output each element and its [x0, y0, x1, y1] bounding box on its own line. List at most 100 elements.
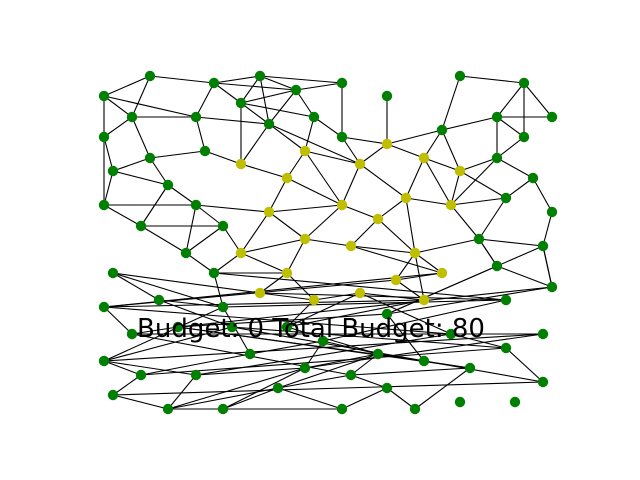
graph-node[interactable]	[226, 321, 238, 333]
graph-node[interactable]	[244, 348, 256, 360]
graph-node[interactable]	[317, 335, 329, 347]
graph-node[interactable]	[546, 206, 558, 218]
graph-node[interactable]	[281, 321, 293, 333]
graph-node-highlighted[interactable]	[372, 213, 384, 225]
graph-node[interactable]	[144, 152, 156, 164]
graph-node-highlighted[interactable]	[336, 199, 348, 211]
graph-node[interactable]	[217, 220, 229, 232]
graph-node-highlighted[interactable]	[418, 294, 430, 306]
graph-node-highlighted[interactable]	[409, 247, 421, 259]
graph-node-highlighted[interactable]	[400, 192, 412, 204]
graph-node[interactable]	[144, 70, 156, 82]
graph-node[interactable]	[162, 403, 174, 415]
graph-node[interactable]	[208, 267, 220, 279]
graph-node-highlighted[interactable]	[445, 199, 457, 211]
graph-edge	[103, 116, 133, 138]
graph-node[interactable]	[254, 70, 266, 82]
graph-node[interactable]	[199, 145, 211, 157]
graph-node[interactable]	[98, 301, 110, 313]
graph-node[interactable]	[98, 90, 110, 102]
graph-node-highlighted[interactable]	[281, 172, 293, 184]
graph-node[interactable]	[107, 165, 119, 177]
graph-node-highlighted[interactable]	[263, 206, 275, 218]
graph-node[interactable]	[235, 97, 247, 109]
graph-node[interactable]	[527, 172, 539, 184]
graph-node[interactable]	[336, 131, 348, 143]
graph-node[interactable]	[299, 362, 311, 374]
graph-node[interactable]	[126, 111, 138, 123]
graph-node-highlighted[interactable]	[281, 267, 293, 279]
graph-node[interactable]	[107, 389, 119, 401]
graph-node-highlighted[interactable]	[418, 152, 430, 164]
graph-node[interactable]	[308, 111, 320, 123]
graph-node[interactable]	[190, 369, 202, 381]
graph-node[interactable]	[509, 396, 521, 408]
graph-node[interactable]	[336, 403, 348, 415]
graph-node-highlighted[interactable]	[235, 158, 247, 170]
graph-node[interactable]	[372, 348, 384, 360]
graph-node[interactable]	[153, 294, 165, 306]
graph-node[interactable]	[126, 328, 138, 340]
graph-node[interactable]	[190, 199, 202, 211]
graph-node-highlighted[interactable]	[381, 138, 393, 150]
graph-node-highlighted[interactable]	[299, 233, 311, 245]
graph-node[interactable]	[418, 355, 430, 367]
graph-node[interactable]	[345, 369, 357, 381]
graph-node[interactable]	[537, 240, 549, 252]
graph-node-highlighted[interactable]	[235, 247, 247, 259]
graph-node[interactable]	[491, 111, 503, 123]
graph-node-highlighted[interactable]	[354, 158, 366, 170]
graph-edge	[478, 197, 507, 240]
graph-node[interactable]	[500, 342, 512, 354]
graph-edge	[177, 286, 553, 328]
graph-node[interactable]	[464, 362, 476, 374]
graph-node-highlighted[interactable]	[436, 267, 448, 279]
graph-node[interactable]	[336, 77, 348, 89]
graph-node-highlighted[interactable]	[345, 240, 357, 252]
graph-node[interactable]	[190, 111, 202, 123]
graph-node[interactable]	[546, 111, 558, 123]
graph-node-highlighted[interactable]	[454, 165, 466, 177]
graph-node[interactable]	[491, 152, 503, 164]
graph-node[interactable]	[500, 294, 512, 306]
graph-node[interactable]	[518, 131, 530, 143]
graph-node[interactable]	[98, 199, 110, 211]
graph-node[interactable]	[473, 233, 485, 245]
graph-node[interactable]	[518, 77, 530, 89]
graph-node[interactable]	[208, 77, 220, 89]
graph-node-highlighted[interactable]	[254, 287, 266, 299]
graph-node[interactable]	[217, 403, 229, 415]
graph-node[interactable]	[98, 355, 110, 367]
graph-node[interactable]	[217, 301, 229, 313]
graph-node[interactable]	[546, 281, 558, 293]
graph-node[interactable]	[135, 369, 147, 381]
graph-node[interactable]	[107, 267, 119, 279]
graph-node[interactable]	[98, 131, 110, 143]
graph-node[interactable]	[409, 403, 421, 415]
graph-node[interactable]	[272, 382, 284, 394]
graph-node[interactable]	[290, 84, 302, 96]
graph-node[interactable]	[537, 376, 549, 388]
graph-node[interactable]	[381, 382, 393, 394]
graph-node[interactable]	[172, 321, 184, 333]
graph-node[interactable]	[381, 308, 393, 320]
graph-node[interactable]	[454, 70, 466, 82]
graph-node-highlighted[interactable]	[354, 287, 366, 299]
graph-node[interactable]	[162, 179, 174, 191]
graph-edge	[167, 367, 306, 410]
graph-node[interactable]	[180, 247, 192, 259]
graph-node-highlighted[interactable]	[299, 145, 311, 157]
graph-node[interactable]	[491, 260, 503, 272]
graph-node[interactable]	[263, 118, 275, 130]
graph-node-highlighted[interactable]	[308, 294, 320, 306]
graph-node-highlighted[interactable]	[390, 274, 402, 286]
graph-node[interactable]	[436, 124, 448, 136]
graph-edge	[341, 163, 361, 206]
graph-node[interactable]	[381, 90, 393, 102]
graph-node[interactable]	[454, 396, 466, 408]
graph-node[interactable]	[135, 220, 147, 232]
graph-node[interactable]	[537, 328, 549, 340]
graph-node[interactable]	[445, 328, 457, 340]
graph-node[interactable]	[500, 192, 512, 204]
